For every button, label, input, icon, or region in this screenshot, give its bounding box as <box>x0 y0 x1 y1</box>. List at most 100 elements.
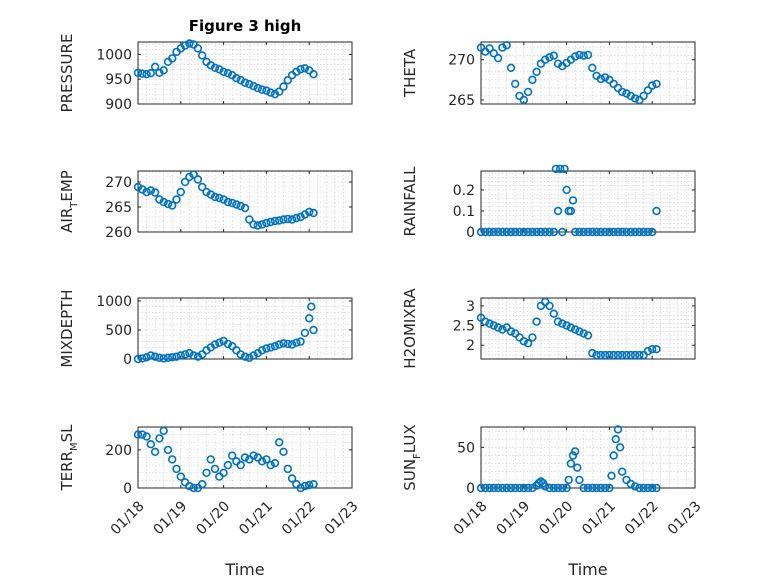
y-tick-label: 260 <box>105 225 132 241</box>
data-point <box>223 68 233 78</box>
x-tick-label: 01/21 <box>579 498 619 538</box>
y-axis-label: RAINFALL <box>401 166 419 237</box>
data-point <box>647 81 657 90</box>
data-point <box>617 350 627 360</box>
data-point <box>607 471 616 480</box>
data-point <box>266 217 275 227</box>
data-point <box>189 170 198 179</box>
data-point <box>605 227 614 237</box>
data-point <box>309 480 318 489</box>
data-point <box>511 79 520 89</box>
data-point <box>146 440 156 449</box>
data-point <box>570 52 580 61</box>
x-tick-label: 01/22 <box>279 498 319 538</box>
data-point <box>553 59 563 68</box>
data-point <box>515 227 524 237</box>
x-tick-label: 01/20 <box>193 498 233 538</box>
x-tick-label: 01/21 <box>236 498 276 538</box>
data-point <box>643 227 653 237</box>
axes-box <box>480 170 696 233</box>
data-point <box>555 164 565 174</box>
data-point <box>639 91 648 101</box>
data-point <box>146 68 156 78</box>
data-point <box>551 164 561 174</box>
data-point <box>138 430 147 439</box>
data-point <box>481 317 490 326</box>
x-tick-label: 01/18 <box>451 498 491 538</box>
x-axis-label: Time <box>567 560 607 579</box>
data-point <box>626 227 635 237</box>
data-point <box>545 227 554 237</box>
data-point <box>549 309 558 318</box>
y-tick-label: 500 <box>105 323 132 339</box>
data-point <box>210 63 220 73</box>
data-point <box>275 216 284 225</box>
data-point <box>159 197 168 207</box>
data-point <box>296 337 305 346</box>
data-point <box>142 432 151 441</box>
data-point <box>249 451 258 460</box>
data-point <box>575 50 584 60</box>
data-point <box>553 206 563 216</box>
data-point <box>185 39 194 48</box>
data-point <box>575 327 584 336</box>
data-point <box>262 86 271 95</box>
pressure-panel: 900 950 1000 PRESSURE <box>58 34 353 113</box>
data-point <box>287 474 297 483</box>
data-point <box>168 455 177 464</box>
data-point <box>206 190 216 199</box>
y-tick-label: 900 <box>105 97 132 113</box>
data-point <box>215 193 224 203</box>
data-point <box>249 351 258 360</box>
data-point <box>193 175 203 184</box>
data-point <box>219 67 228 77</box>
data-point <box>652 206 661 216</box>
data-point <box>532 67 541 77</box>
data-point <box>150 188 160 197</box>
data-point <box>219 468 228 477</box>
y-tick-label: 265 <box>448 93 475 109</box>
y-tick-label: 265 <box>105 200 132 216</box>
data-point <box>172 352 181 361</box>
data-point <box>643 483 653 493</box>
data-point <box>485 483 494 493</box>
data-point <box>266 88 275 97</box>
data-point <box>564 475 573 485</box>
x-tick-label: 01/23 <box>665 498 705 538</box>
data-point <box>249 220 258 229</box>
data-point <box>485 44 494 53</box>
data-point <box>630 482 640 491</box>
data-point <box>198 51 207 60</box>
y-tick-label: 270 <box>448 53 475 69</box>
data-point <box>617 467 627 476</box>
y-axis-label: SUNFLUX <box>401 424 423 490</box>
y-tick-label: 1000 <box>96 47 132 63</box>
data-point <box>583 331 593 340</box>
data-point <box>279 447 288 456</box>
data-point <box>172 195 181 204</box>
data-point <box>240 78 250 87</box>
y-tick-label: 3 <box>466 299 475 315</box>
data-point <box>519 95 528 105</box>
data-point <box>617 87 627 97</box>
data-point <box>189 483 198 493</box>
data-point <box>493 53 503 63</box>
data-point <box>566 323 576 332</box>
data-point <box>570 325 580 334</box>
data-point <box>579 483 588 493</box>
data-point <box>570 447 580 456</box>
data-point <box>287 215 297 224</box>
data-point <box>275 340 284 349</box>
data-point <box>215 338 224 347</box>
data-point <box>596 74 605 84</box>
y-tick-label: 2 <box>466 338 475 354</box>
data-point <box>613 350 623 360</box>
data-point <box>506 327 516 336</box>
data-point <box>168 353 177 362</box>
axes-box <box>137 170 353 233</box>
data-point <box>168 201 177 210</box>
data-point <box>573 463 582 472</box>
data-point <box>592 483 601 493</box>
data-point <box>579 227 588 237</box>
